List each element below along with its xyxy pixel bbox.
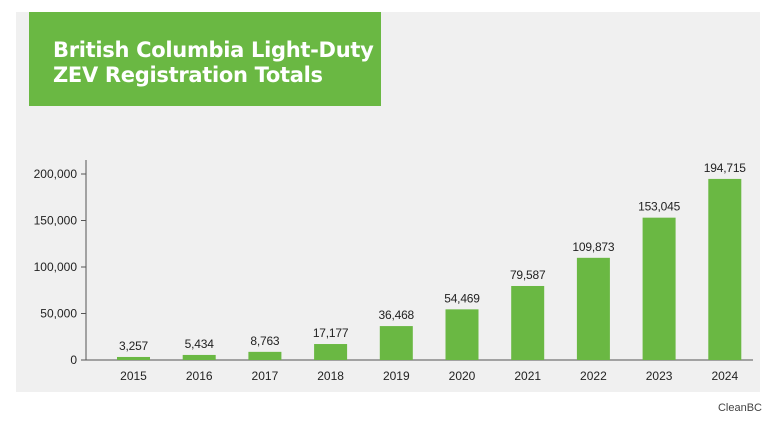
bar [182,354,216,360]
y-tick-label: 150,000 [34,214,78,228]
source-credit: CleanBC [717,402,762,414]
data-label: 3,257 [119,339,149,353]
x-tick-label: 2019 [383,369,410,383]
data-label: 5,434 [185,337,215,351]
data-label: 54,469 [444,291,480,305]
x-tick-label: 2023 [646,369,673,383]
x-tick-label: 2017 [252,369,279,383]
bar [708,178,742,360]
chart-title-line-2: ZEV Registration Totals [53,63,323,87]
chart-title-line-1: British Columbia Light-Duty [53,38,374,62]
y-tick-label: 0 [70,353,77,367]
x-tick-label: 2020 [449,369,476,383]
bar [445,309,479,360]
bar [314,344,348,360]
data-label: 153,045 [638,200,681,214]
bar [248,351,282,360]
bar [576,257,610,360]
x-tick-label: 2016 [186,369,213,383]
data-label: 17,177 [313,326,349,340]
data-label: 8,763 [250,334,280,348]
y-tick-label: 50,000 [40,307,77,321]
x-tick-label: 2024 [711,369,738,383]
x-tick-label: 2015 [120,369,147,383]
bar [117,356,150,360]
x-tick-label: 2022 [580,369,607,383]
data-label: 36,468 [379,308,415,322]
y-tick-label: 200,000 [34,167,78,181]
data-label: 79,587 [510,268,546,282]
data-label: 109,873 [572,240,615,254]
chart-title-box: British Columbia Light-Duty ZEV Registra… [29,12,381,106]
y-tick-label: 100,000 [34,260,78,274]
bar [642,217,676,360]
x-tick-label: 2021 [514,369,541,383]
x-tick-label: 2018 [317,369,344,383]
data-label: 194,715 [704,161,747,175]
bar [511,285,545,360]
bar [379,326,413,360]
